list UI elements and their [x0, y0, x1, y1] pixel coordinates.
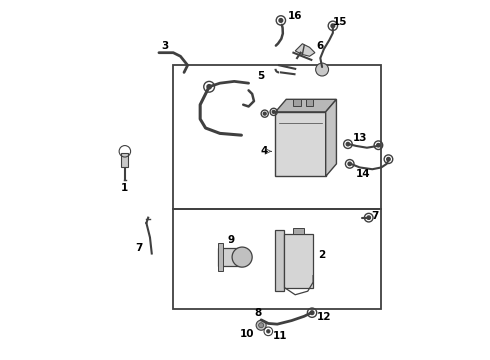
Circle shape [256, 320, 266, 330]
Bar [275, 230, 285, 291]
Text: 7: 7 [135, 243, 143, 253]
Circle shape [331, 24, 335, 28]
Text: 6: 6 [317, 41, 324, 51]
Circle shape [346, 143, 350, 146]
Polygon shape [275, 99, 337, 112]
Text: 2: 2 [318, 250, 326, 260]
Text: 5: 5 [257, 71, 265, 81]
Circle shape [263, 112, 266, 115]
Text: 7: 7 [371, 211, 379, 221]
Circle shape [367, 216, 370, 219]
Bar [173, 209, 381, 309]
Text: 15: 15 [333, 17, 347, 27]
Polygon shape [295, 44, 315, 56]
Bar [294, 99, 300, 105]
Bar [218, 248, 242, 266]
Text: 13: 13 [353, 133, 367, 143]
Circle shape [279, 19, 283, 22]
Bar [218, 243, 223, 271]
Text: 14: 14 [356, 169, 370, 179]
Circle shape [259, 323, 264, 328]
Bar [306, 99, 313, 105]
Circle shape [207, 85, 211, 89]
Circle shape [387, 157, 390, 161]
Text: 3: 3 [162, 41, 169, 50]
Circle shape [232, 247, 252, 267]
Bar [294, 228, 304, 234]
Text: 1: 1 [121, 183, 128, 193]
Bar [173, 65, 381, 209]
Circle shape [267, 329, 270, 333]
Bar [275, 112, 326, 176]
Circle shape [348, 162, 351, 166]
Text: 11: 11 [273, 331, 288, 341]
Text: 16: 16 [288, 11, 302, 21]
Text: 10: 10 [240, 329, 254, 339]
Text: 4: 4 [261, 146, 269, 156]
Circle shape [377, 144, 380, 147]
Text: 12: 12 [317, 312, 331, 322]
Circle shape [272, 111, 275, 113]
Circle shape [310, 311, 314, 315]
Text: 8: 8 [254, 308, 261, 318]
Bar [122, 153, 128, 167]
Bar [285, 234, 313, 288]
Polygon shape [326, 99, 337, 176]
Text: 9: 9 [227, 235, 234, 245]
Circle shape [316, 63, 329, 76]
